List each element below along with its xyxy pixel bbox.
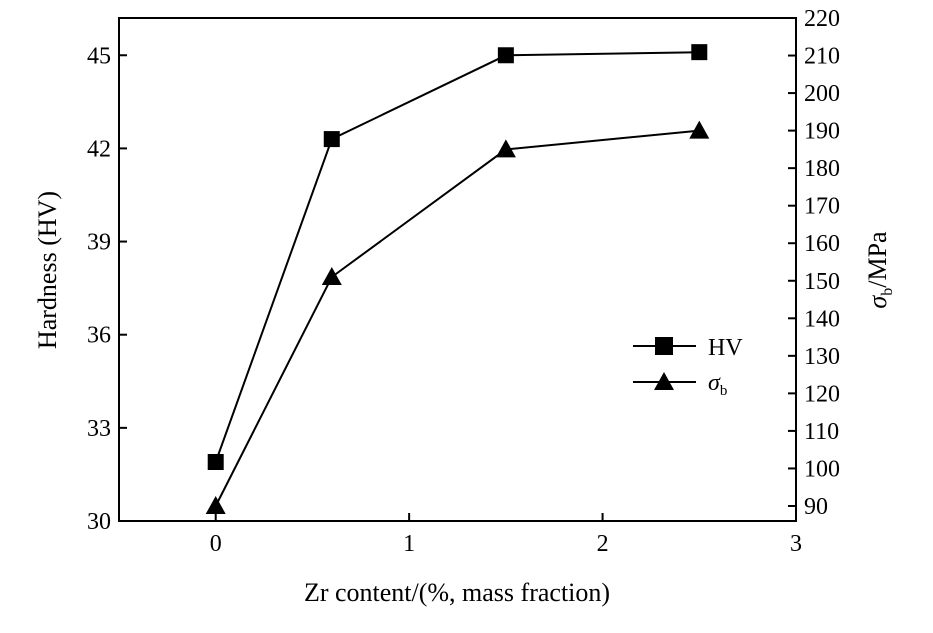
series-layer: [205, 44, 710, 514]
right-y-tick-label: 110: [804, 419, 839, 445]
data-point-sigma-b: [495, 139, 516, 158]
data-point-hv: [691, 44, 708, 61]
right-y-tick-label: 210: [804, 44, 840, 70]
right-y-tick-label: 90: [804, 494, 828, 520]
data-point-sigma-b: [205, 496, 226, 514]
legend-square-marker: [655, 337, 673, 355]
x-axis-ticks: 0 1 2 3: [210, 513, 802, 557]
legend-triangle-marker: [654, 372, 674, 390]
left-y-axis-ticks: 30 33 36 39 42 45: [87, 43, 127, 535]
right-y-tick-label: 100: [804, 456, 840, 482]
x-axis-title: Zr content/(%, mass fraction): [304, 578, 610, 607]
right-y-tick-label: 180: [804, 156, 840, 182]
left-y-tick-label: 39: [87, 230, 111, 256]
data-point-hv: [207, 454, 224, 471]
left-y-tick-label: 36: [87, 323, 111, 349]
right-y-tick-label: 170: [804, 194, 840, 220]
x-tick-label: 0: [210, 531, 222, 557]
left-y-tick-label: 30: [87, 509, 111, 535]
data-point-hv: [497, 47, 514, 64]
series-line-sigma-b: [214, 129, 700, 507]
right-y-axis-title: σb/MPa: [863, 231, 896, 309]
data-point-hv: [323, 131, 340, 148]
legend-sigma-label: σb: [708, 370, 727, 399]
right-y-tick-label: 140: [804, 306, 840, 332]
right-y-tick-label: 220: [804, 6, 840, 32]
right-y-tick-label: 150: [804, 269, 840, 295]
data-point-sigma-b: [689, 120, 710, 139]
x-tick-label: 2: [597, 531, 609, 557]
left-y-axis-title: Hardness (HV): [33, 191, 62, 349]
x-tick-label: 1: [403, 531, 415, 557]
right-y-tick-label: 200: [804, 81, 840, 107]
left-y-tick-label: 45: [87, 43, 111, 69]
right-y-tick-label: 190: [804, 119, 840, 145]
right-y-axis-ticks: 90 100 110 120 130 140 150 160 170 180 190 200 210 22…: [788, 6, 840, 520]
data-point-sigma-b: [321, 267, 342, 285]
right-y-tick-label: 160: [804, 231, 840, 257]
left-y-tick-label: 33: [87, 416, 111, 442]
series-line-hv: [214, 51, 700, 463]
plot-frame: [118, 17, 797, 522]
left-y-tick-label: 42: [87, 136, 111, 162]
right-y-tick-label: 130: [804, 344, 840, 370]
legend-hv-label: HV: [708, 335, 743, 361]
x-tick-label: 3: [790, 531, 802, 557]
right-y-tick-label: 120: [804, 381, 840, 407]
legend: HV σb: [633, 335, 743, 399]
